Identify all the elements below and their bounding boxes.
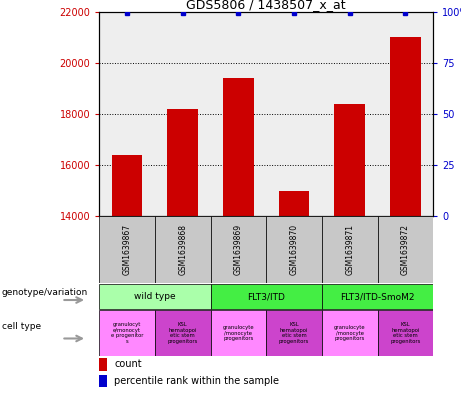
- Bar: [322, 285, 433, 309]
- Bar: [155, 216, 211, 283]
- Bar: [99, 310, 155, 356]
- Text: GSM1639870: GSM1639870: [290, 224, 299, 275]
- Bar: [378, 12, 433, 216]
- Bar: [211, 216, 266, 283]
- Text: GSM1639869: GSM1639869: [234, 224, 243, 275]
- Text: percentile rank within the sample: percentile rank within the sample: [114, 376, 279, 386]
- Bar: [155, 310, 211, 356]
- Text: count: count: [114, 359, 142, 369]
- Text: KSL
hematopoi
etic stem
progenitors: KSL hematopoi etic stem progenitors: [279, 322, 309, 344]
- Bar: [223, 78, 254, 216]
- Bar: [266, 12, 322, 216]
- Text: granulocyte
/monocyte
progenitors: granulocyte /monocyte progenitors: [334, 325, 366, 342]
- Text: GSM1639867: GSM1639867: [123, 224, 131, 275]
- Bar: [211, 310, 266, 356]
- Bar: [167, 109, 198, 216]
- Bar: [266, 216, 322, 283]
- Text: KSL
hematopoi
etic stem
progenitors: KSL hematopoi etic stem progenitors: [167, 322, 198, 344]
- Bar: [378, 310, 433, 356]
- Text: genotype/variation: genotype/variation: [2, 288, 88, 297]
- Bar: [112, 155, 142, 216]
- Bar: [266, 310, 322, 356]
- Bar: [322, 216, 378, 283]
- Text: FLT3/ITD: FLT3/ITD: [247, 292, 285, 301]
- Text: GSM1639868: GSM1639868: [178, 224, 187, 275]
- Bar: [390, 37, 421, 216]
- Bar: [155, 12, 211, 216]
- Text: wild type: wild type: [134, 292, 176, 301]
- Text: FLT3/ITD-SmoM2: FLT3/ITD-SmoM2: [340, 292, 415, 301]
- Text: cell type: cell type: [2, 322, 41, 331]
- Bar: [279, 191, 309, 216]
- Title: GDS5806 / 1438507_x_at: GDS5806 / 1438507_x_at: [186, 0, 346, 11]
- Bar: [99, 285, 211, 309]
- Text: KSL
hematopoi
etic stem
progenitors: KSL hematopoi etic stem progenitors: [390, 322, 421, 344]
- Bar: [322, 310, 378, 356]
- Bar: [99, 12, 155, 216]
- Text: GSM1639871: GSM1639871: [345, 224, 355, 275]
- Bar: [99, 375, 107, 387]
- Bar: [322, 12, 378, 216]
- Bar: [335, 104, 365, 216]
- Text: granulocyte
/monocyte
progenitors: granulocyte /monocyte progenitors: [223, 325, 254, 342]
- Bar: [378, 216, 433, 283]
- Bar: [211, 12, 266, 216]
- Text: granulocyt
e/monocyt
e progenitor
s: granulocyt e/monocyt e progenitor s: [111, 322, 143, 344]
- Bar: [99, 216, 155, 283]
- Bar: [99, 358, 107, 371]
- Bar: [211, 285, 322, 309]
- Text: GSM1639872: GSM1639872: [401, 224, 410, 275]
